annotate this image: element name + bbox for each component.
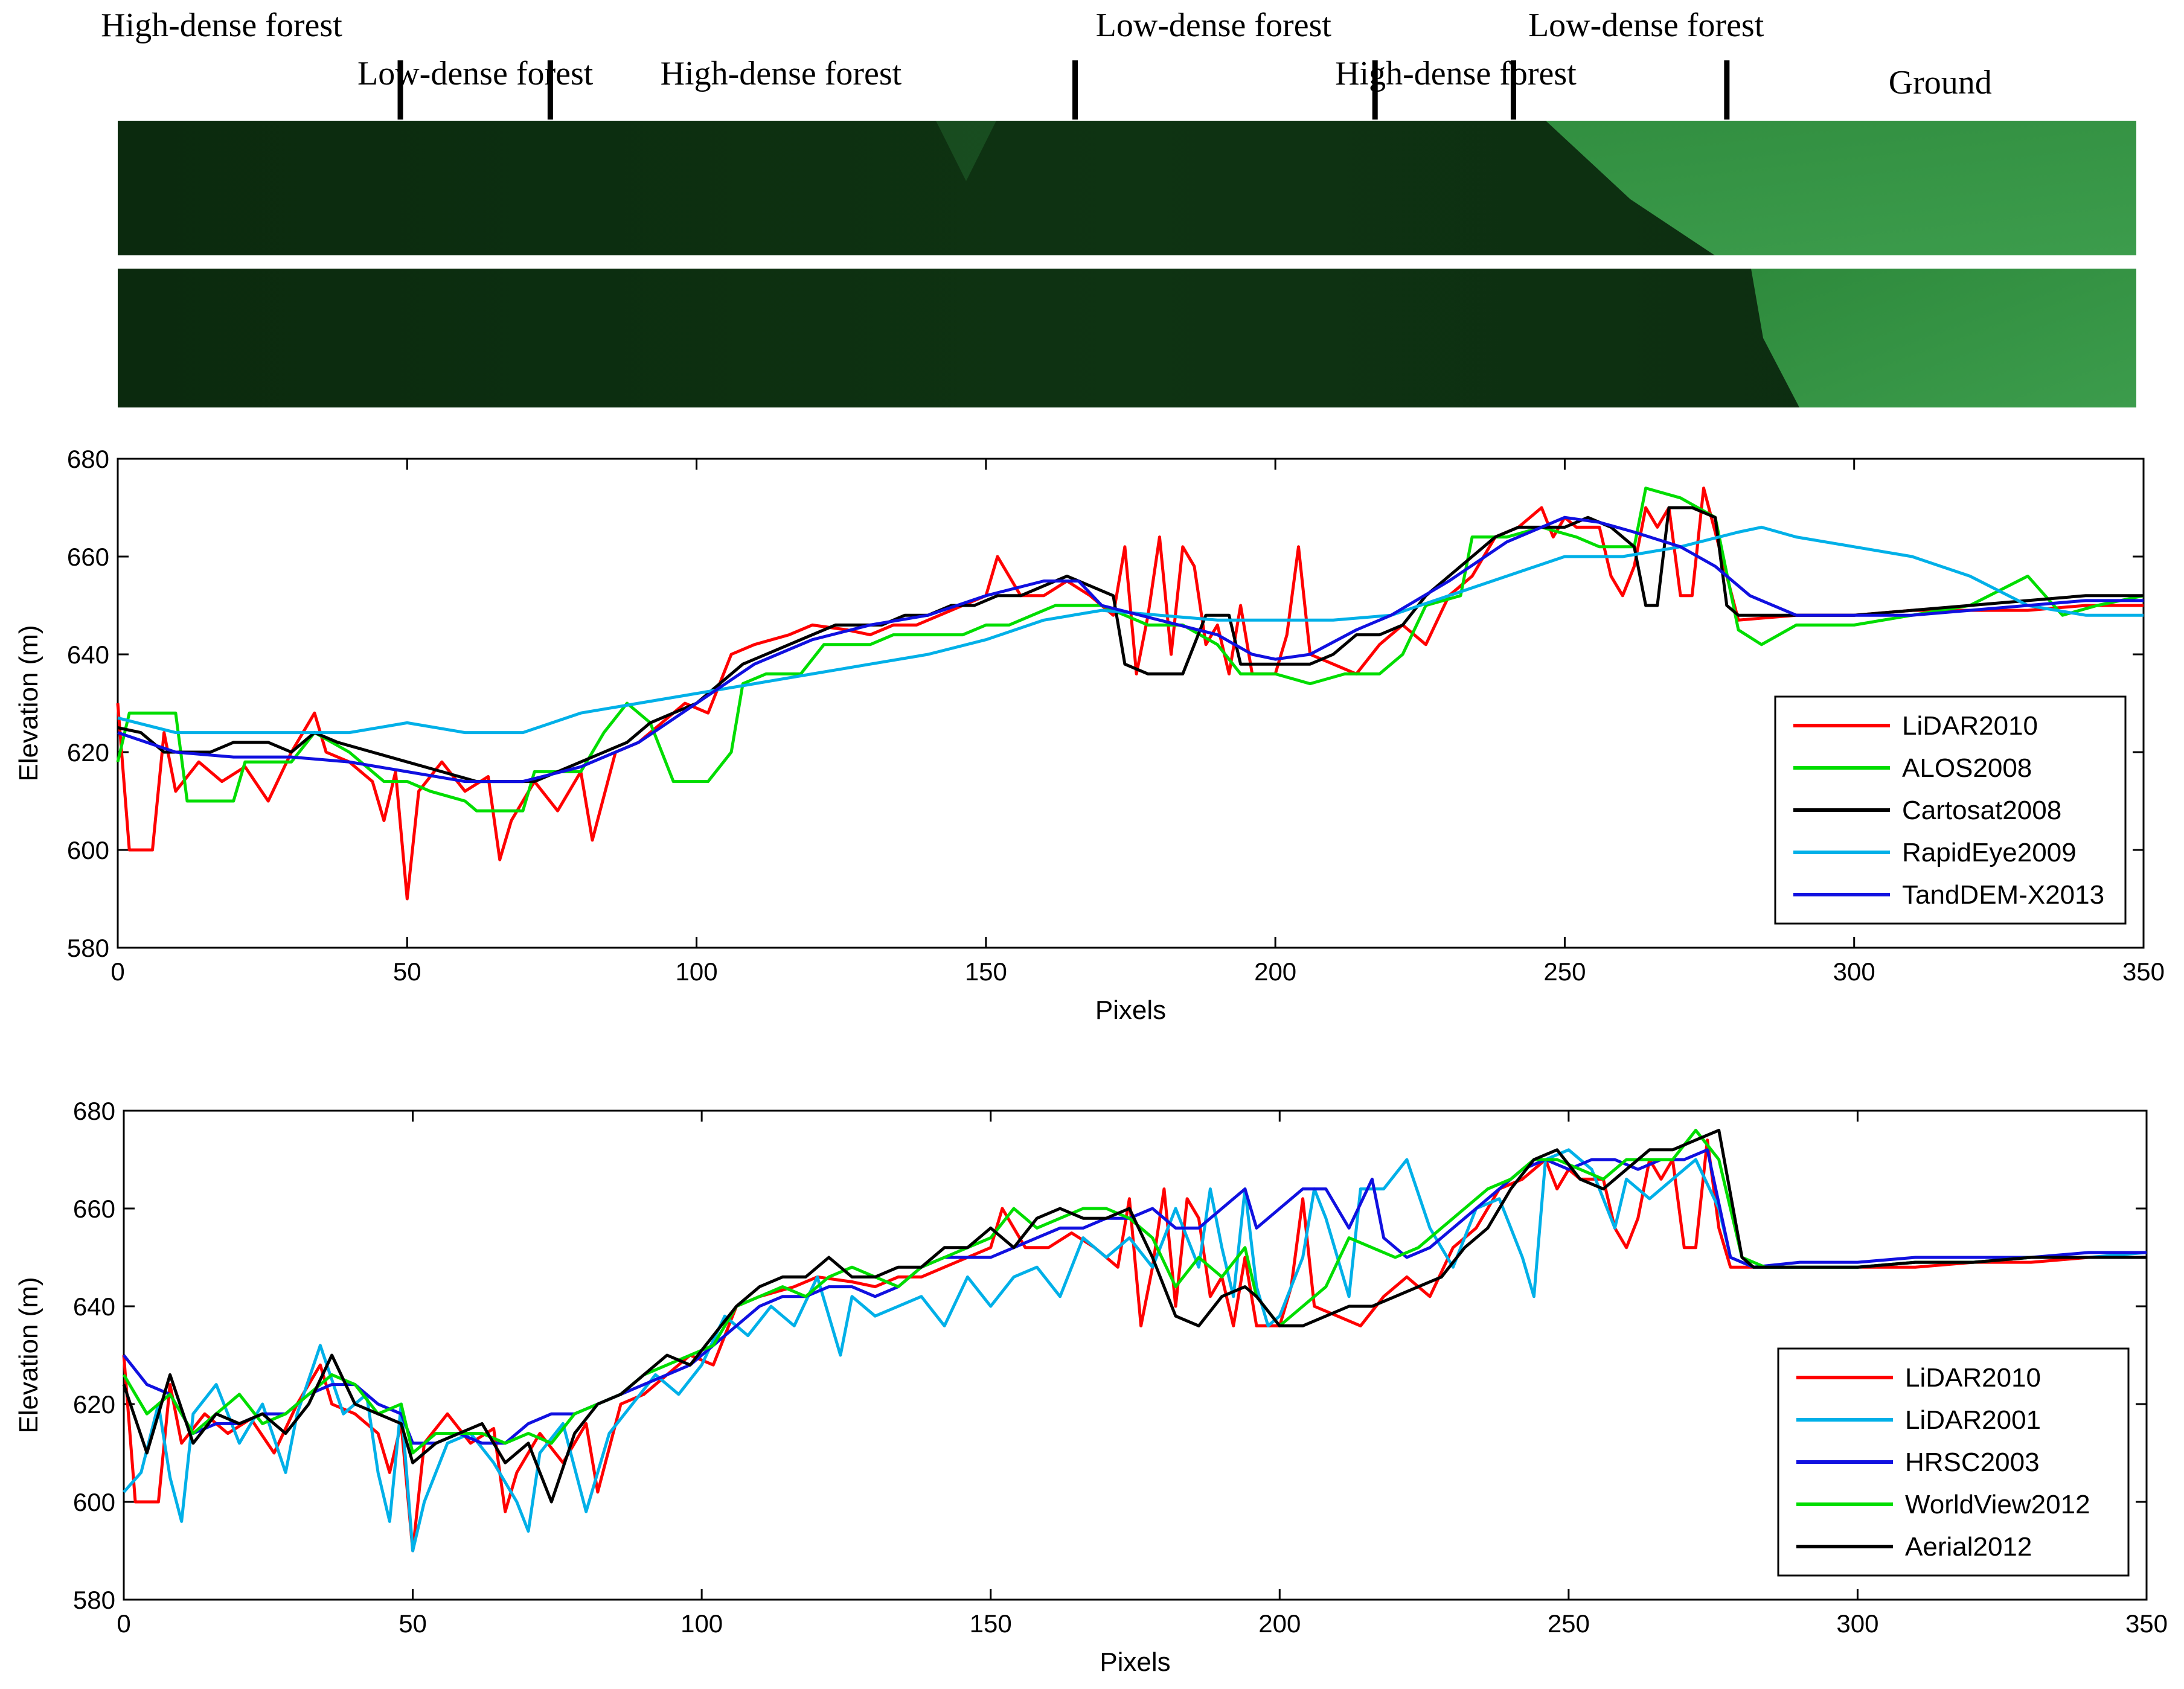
x-tick-label: 300 [1833,957,1875,986]
legend-label: TandDEM-X2013 [1902,880,2104,910]
series-line-aerial2012 [122,1128,2147,1504]
y-tick-label: 620 [67,738,109,767]
satellite-image [118,121,2136,407]
legend-label: LiDAR2001 [1905,1405,2041,1435]
cover-label: High-dense forest [661,55,902,92]
image-field-top [936,121,2136,255]
series-line-alos2008 [116,487,2144,813]
series-line-hrsc2003 [123,1148,2147,1445]
image-clearing-top [936,121,996,181]
series-line-lidar2001 [123,1148,2147,1553]
x-tick-label: 150 [965,957,1007,986]
cover-label: Low-dense forest [357,55,594,92]
x-tick-label: 100 [676,957,718,986]
y-tick-label: 680 [67,445,109,473]
legend-label: Aerial2012 [1905,1532,2032,1562]
x-tick-label: 200 [1258,1609,1301,1638]
x-axis-title: Pixels [1100,1647,1170,1677]
x-tick-label: 50 [399,1609,427,1638]
legend-label: HRSC2003 [1905,1448,2040,1477]
series-line-lidar2010 [116,487,2144,901]
legend-label: RapidEye2009 [1902,838,2077,867]
legend-label: LiDAR2010 [1902,711,2038,741]
series-line-tanddem-x2013 [117,516,2144,784]
series-line-worldview2012 [122,1128,2147,1455]
image-field-bottom [1751,269,2136,407]
legend-label: LiDAR2010 [1905,1363,2041,1393]
x-tick-label: 350 [2122,957,2165,986]
y-tick-label: 680 [73,1097,115,1125]
y-tick-label: 660 [67,543,109,571]
x-tick-label: 250 [1543,957,1586,986]
y-tick-label: 580 [73,1586,115,1614]
x-tick-label: 150 [970,1609,1012,1638]
cover-label: High-dense forest [1335,55,1577,92]
y-axis-title: Elevation (m) [14,1277,43,1433]
y-tick-label: 600 [67,836,109,864]
y-tick-label: 580 [67,934,109,962]
chart-bottom: 0 50 100 150 200 250 300 350 580 600 620 640 660 680 P… [14,1097,2168,1677]
series-line-lidar2010 [122,1138,2147,1553]
legend-label: ALOS2008 [1902,753,2032,783]
cover-label: Low-dense forest [1096,7,1332,44]
series-line-rapideye2009 [117,525,2144,735]
y-tick-label: 600 [73,1488,115,1516]
x-tick-label: 0 [110,957,124,986]
x-axis-title: Pixels [1095,995,1166,1025]
y-tick-label: 640 [73,1292,115,1321]
cover-label: Ground [1889,64,1992,101]
legend-label: WorldView2012 [1905,1490,2090,1519]
x-tick-label: 250 [1548,1609,1590,1638]
x-tick-label: 200 [1254,957,1296,986]
x-tick-label: 300 [1836,1609,1878,1638]
x-tick-label: 350 [2125,1609,2168,1638]
y-tick-label: 620 [73,1390,115,1419]
x-tick-label: 0 [117,1609,130,1638]
y-tick-label: 640 [67,640,109,669]
y-tick-label: 660 [73,1195,115,1223]
x-tick-label: 100 [680,1609,723,1638]
y-axis-title: Elevation (m) [14,625,43,781]
cover-label: High-dense forest [101,7,342,44]
x-tick-label: 50 [393,957,421,986]
legend-label: Cartosat2008 [1902,796,2061,825]
cover-label: Low-dense forest [1528,7,1764,44]
chart-top: 0 50 100 150 200 250 300 350 580 600 620 640 660 680 P… [14,445,2165,1025]
